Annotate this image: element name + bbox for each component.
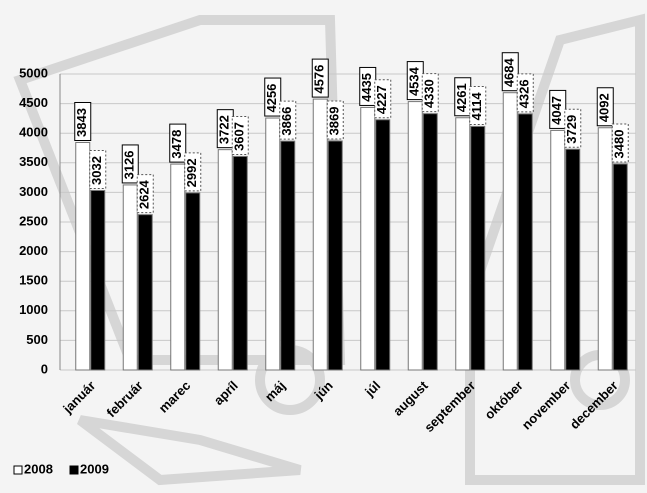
legend-label: 2008 (24, 461, 53, 476)
bar (170, 163, 186, 371)
value-label-box (74, 101, 92, 141)
value-label: 2624 (137, 179, 152, 209)
value-label-box (326, 100, 344, 140)
value-label-box (184, 152, 202, 192)
value-label: 3032 (89, 156, 104, 185)
y-tick-label: 4000 (19, 125, 48, 140)
y-tick-label: 4500 (19, 95, 48, 110)
bar (185, 192, 201, 371)
value-label-box (169, 123, 187, 163)
bar (90, 190, 106, 371)
value-label-box (596, 87, 614, 127)
y-tick-label: 1000 (19, 302, 48, 317)
bar (137, 214, 153, 371)
value-label: 4330 (422, 79, 437, 108)
y-tick-label: 2500 (19, 213, 48, 228)
y-tick-label: 3000 (19, 184, 48, 199)
legend-swatch (69, 465, 79, 475)
bar (75, 141, 91, 371)
bar (422, 113, 438, 371)
bar (597, 127, 613, 371)
value-label: 3480 (612, 130, 627, 159)
value-label: 4114 (469, 92, 484, 121)
y-tick-label: 3500 (19, 154, 48, 169)
value-label: 4261 (454, 83, 469, 112)
value-label-box (89, 150, 107, 190)
bar (502, 92, 518, 371)
bar (312, 98, 328, 371)
value-label-box (279, 100, 297, 140)
value-label: 4534 (407, 66, 422, 96)
bar (122, 184, 138, 371)
bar (612, 163, 628, 371)
value-label: 4326 (517, 79, 532, 108)
value-label: 4047 (549, 96, 564, 125)
value-label-box (501, 52, 519, 92)
value-label-box (136, 174, 154, 214)
value-label-box (564, 108, 582, 148)
value-label-box (231, 115, 249, 155)
value-label: 3607 (232, 122, 247, 151)
bar (517, 113, 533, 371)
value-label-box (121, 144, 139, 184)
bar (327, 140, 343, 371)
bar (455, 117, 471, 371)
y-tick-label: 5000 (19, 65, 48, 80)
value-label: 3478 (169, 130, 184, 159)
value-label: 3843 (74, 108, 89, 137)
value-label: 3126 (122, 150, 137, 179)
value-label-box (516, 73, 534, 113)
y-tick-label: 2000 (19, 243, 48, 258)
bar (375, 119, 391, 371)
value-label: 4576 (312, 65, 327, 94)
bar (565, 148, 581, 371)
value-label-box (469, 85, 487, 125)
legend-swatch (13, 465, 23, 475)
bar (407, 101, 423, 371)
value-label-box (311, 58, 329, 98)
bar (217, 149, 233, 371)
value-label-box (374, 79, 392, 119)
bar (470, 125, 486, 371)
value-label: 3869 (327, 106, 342, 135)
y-tick-label: 500 (26, 332, 48, 347)
legend-label: 2009 (80, 461, 109, 476)
value-label: 4227 (374, 85, 389, 114)
bar (280, 140, 296, 371)
bar (360, 106, 376, 371)
bar (550, 129, 566, 371)
value-label: 3729 (564, 115, 579, 144)
value-label-box (264, 77, 282, 117)
value-label: 4092 (597, 93, 612, 122)
value-label: 4435 (359, 73, 374, 102)
value-label-box (611, 123, 629, 163)
value-label: 3866 (279, 107, 294, 136)
value-label: 3722 (217, 115, 232, 144)
bar (232, 155, 248, 371)
value-label: 4256 (264, 84, 279, 113)
bar (265, 117, 281, 371)
value-label: 2992 (184, 158, 199, 187)
value-label: 4684 (502, 57, 517, 87)
y-tick-label: 0 (41, 361, 48, 376)
y-tick-label: 1500 (19, 273, 48, 288)
value-label-box (421, 73, 439, 113)
